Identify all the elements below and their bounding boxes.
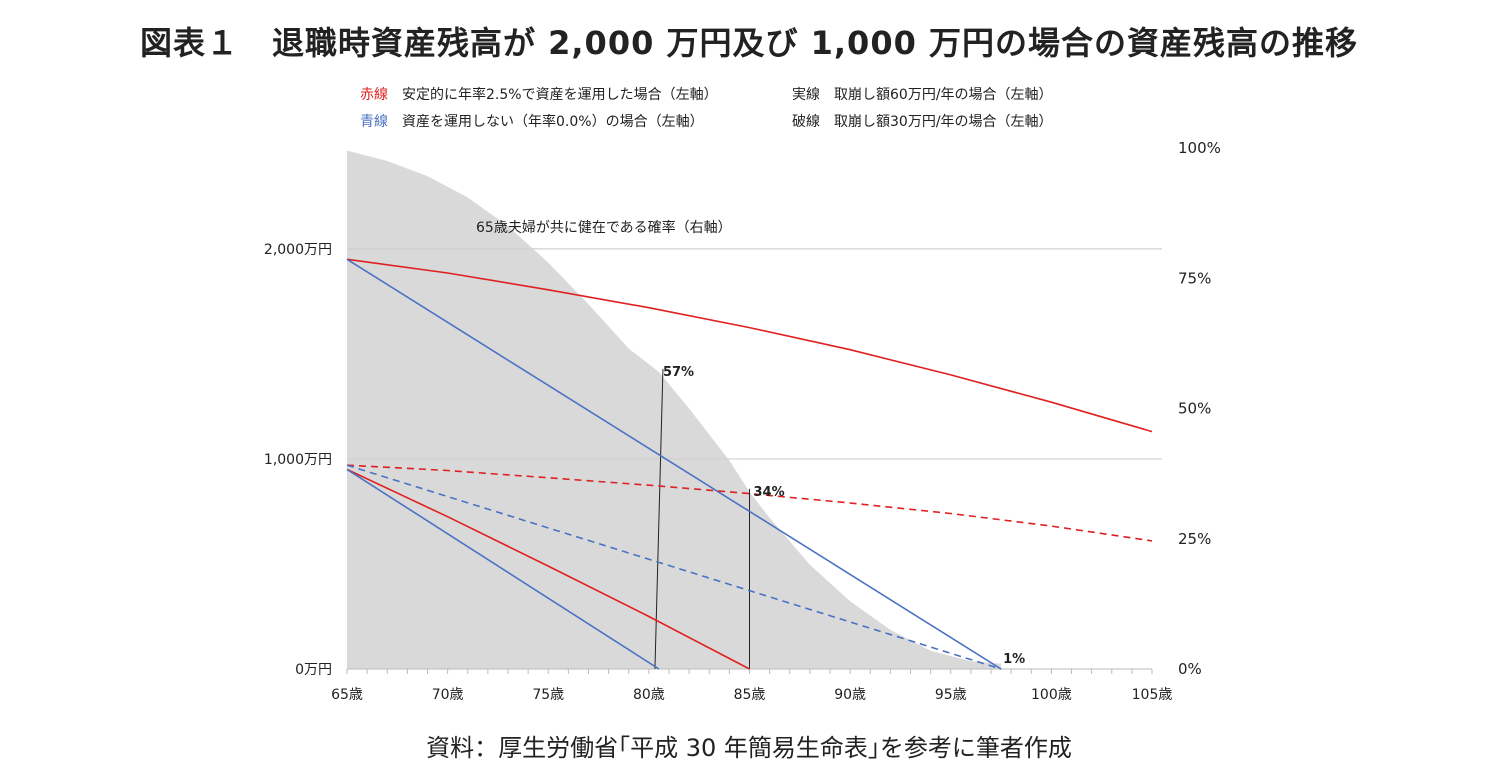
legend-dashed-key: 破線 (792, 114, 820, 130)
survival-area (347, 150, 1002, 670)
x-tick-label: 90歳 (834, 687, 866, 703)
x-tick-label: 65歳 (331, 687, 363, 703)
series-line-blue-dashed-3 (346, 464, 1002, 670)
y-right-tick-label: 0% (1178, 660, 1202, 678)
annotation-line (654, 369, 664, 670)
chart-title: 図表１ 退職時資産残高が 2,000 万円及び 1,000 万円の場合の資産残高… (139, 24, 1358, 62)
legend-red: 赤線 安定的に年率2.5%で資産を運用した場合（左軸） (360, 82, 718, 109)
legend-blue: 青線 資産を運用しない（年率0.0%）の場合（左軸） (360, 109, 718, 136)
annotation-label: 34% (754, 485, 785, 500)
y-left-tick-label: 2,000万円 (264, 242, 332, 258)
legend-solid-text: 取崩し額60万円/年の場合（左軸） (834, 87, 1053, 103)
legend-dashed-text: 取崩し額30万円/年の場合（左軸） (834, 114, 1053, 130)
x-tick-label: 100歳 (1031, 687, 1072, 703)
survival-area-label: 65歳夫婦が共に健在である確率（右軸） (476, 219, 732, 236)
legend-blue-key: 青線 (360, 114, 388, 130)
y-right-tick-label: 50% (1178, 400, 1211, 418)
y-right-tick-label: 25% (1178, 530, 1211, 548)
annotation-label: 1% (1003, 652, 1025, 667)
series-line-red-solid-0 (346, 258, 1153, 433)
x-tick-label: 95歳 (935, 687, 967, 703)
x-tick-label: 85歳 (734, 687, 766, 703)
x-tick-label: 80歳 (633, 687, 665, 703)
y-right-tick-label: 100% (1178, 139, 1221, 157)
legend-red-text: 安定的に年率2.5%で資産を運用した場合（左軸） (402, 87, 718, 103)
legend-red-key: 赤線 (360, 87, 388, 103)
y-left-tick-label: 0万円 (295, 662, 332, 678)
x-tick-label: 75歳 (532, 687, 564, 703)
series-line-red-solid-4 (346, 468, 750, 670)
source-note: 資料：厚生労働省｢平成 30 年簡易生命表｣を参考に筆者作成 (426, 734, 1072, 762)
x-tick-label: 70歳 (432, 687, 464, 703)
legend-solid-key: 実線 (792, 87, 820, 103)
y-right-tick-label: 75% (1178, 269, 1211, 287)
x-tick-label: 105歳 (1132, 687, 1173, 703)
series-line-red-dashed-2 (346, 464, 1153, 542)
y-left-tick-label: 1,000万円 (264, 452, 332, 468)
series-line-blue-solid-5 (346, 468, 660, 670)
annotation-label: 57% (663, 365, 694, 380)
legend-solid: 実線 取崩し額60万円/年の場合（左軸） (792, 82, 1053, 109)
legend-dashed: 破線 取崩し額30万円/年の場合（左軸） (792, 109, 1053, 136)
legend-left: 赤線 安定的に年率2.5%で資産を運用した場合（左軸） 青線 資産を運用しない（… (360, 82, 718, 136)
series-line-blue-solid-1 (346, 258, 1002, 670)
legend-blue-text: 資産を運用しない（年率0.0%）の場合（左軸） (402, 114, 704, 130)
legend-right: 実線 取崩し額60万円/年の場合（左軸） 破線 取崩し額30万円/年の場合（左軸… (792, 82, 1053, 136)
